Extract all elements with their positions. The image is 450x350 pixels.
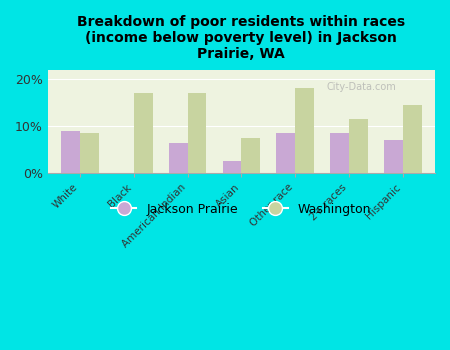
Bar — [384, 140, 403, 173]
Bar — [276, 133, 295, 173]
Bar — [349, 119, 368, 173]
Bar — [223, 161, 241, 173]
Title: Breakdown of poor residents within races
(income below poverty level) in Jackson: Breakdown of poor residents within races… — [77, 15, 405, 61]
Bar — [241, 138, 260, 173]
Bar — [169, 142, 188, 173]
Bar — [80, 133, 99, 173]
Bar — [295, 88, 314, 173]
Legend: Jackson Prairie, Washington: Jackson Prairie, Washington — [106, 198, 377, 221]
Text: City-Data.com: City-Data.com — [327, 82, 396, 92]
Bar — [403, 105, 422, 173]
Bar — [134, 93, 153, 173]
Bar — [188, 93, 207, 173]
Bar — [330, 133, 349, 173]
Bar — [61, 131, 80, 173]
